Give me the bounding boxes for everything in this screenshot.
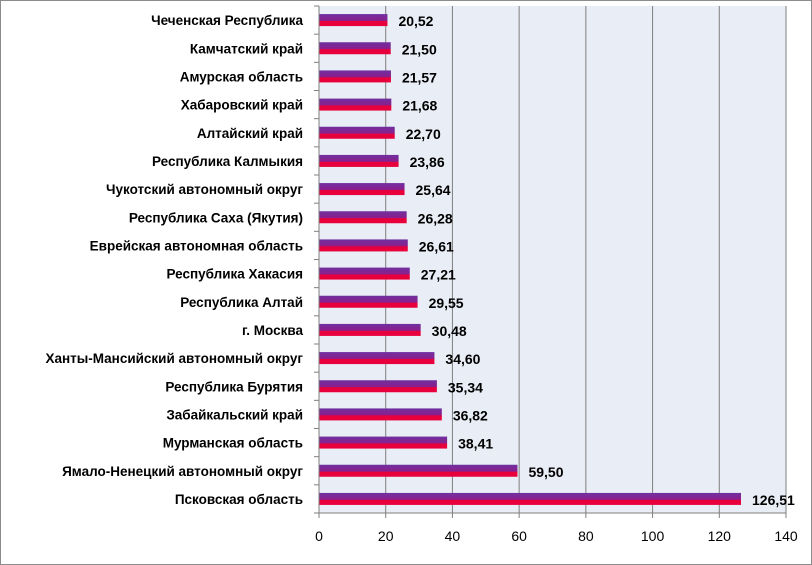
bar: [319, 380, 437, 393]
data-label: 36,82: [453, 407, 488, 423]
x-tick-label: 40: [445, 528, 461, 544]
category-label: Алтайский край: [197, 126, 303, 141]
data-label: 59,50: [528, 464, 563, 480]
bar: [319, 239, 408, 252]
bar: [319, 42, 391, 55]
bar: [319, 14, 388, 27]
data-label: 126,51: [752, 492, 795, 508]
data-label: 23,86: [410, 154, 445, 170]
data-label: 38,41: [458, 436, 493, 452]
data-label: 34,60: [445, 351, 480, 367]
data-label: 30,48: [432, 323, 467, 339]
bars: [319, 14, 742, 505]
bar: [319, 323, 421, 336]
data-label: 35,34: [448, 379, 483, 395]
data-label: 22,70: [406, 126, 441, 142]
x-tick-label: 60: [511, 528, 527, 544]
category-label: Ханты-Мансийский автономный округ: [45, 351, 303, 366]
bar: [319, 464, 518, 477]
category-label: Камчатский край: [190, 41, 303, 56]
plot-area: [319, 6, 786, 513]
bar: [319, 436, 448, 449]
category-label: Чукотский автономный округ: [106, 182, 303, 197]
data-label: 21,50: [402, 41, 437, 57]
x-tick-label: 0: [315, 528, 323, 544]
bar: [319, 70, 391, 83]
category-label: Еврейская автономная область: [90, 238, 303, 253]
category-label: Республика Алтай: [180, 295, 303, 310]
bar: [319, 98, 392, 111]
bar: [319, 352, 435, 365]
x-tick-label: 140: [774, 528, 798, 544]
data-label: 20,52: [398, 13, 433, 29]
bar: [319, 267, 410, 280]
gridlines: [385, 6, 787, 513]
category-label: Забайкальский край: [166, 407, 303, 422]
bar: [319, 183, 405, 196]
category-label: г. Москва: [242, 323, 303, 338]
bar: [319, 126, 395, 139]
bar: [319, 154, 399, 167]
category-label: Амурская область: [180, 69, 303, 84]
bar: [319, 408, 442, 421]
bar: [319, 211, 407, 224]
data-label: 26,28: [418, 210, 453, 226]
x-tick-label: 80: [578, 528, 594, 544]
category-label: Хабаровский край: [181, 98, 303, 113]
bar: [319, 295, 418, 308]
bar: [319, 492, 742, 505]
category-label: Чеченская Республика: [151, 13, 303, 28]
axes: [314, 5, 787, 518]
category-label: Республика Калмыкия: [152, 154, 303, 169]
data-label: 21,68: [402, 98, 437, 114]
data-label: 29,55: [429, 295, 464, 311]
data-label: 25,64: [416, 182, 451, 198]
category-label: Псковская область: [175, 492, 303, 507]
category-label: Республика Бурятия: [165, 379, 303, 394]
category-label: Мурманская область: [163, 436, 303, 451]
x-tick-label: 120: [708, 528, 732, 544]
data-label: 21,57: [402, 69, 437, 85]
category-label: Республика Саха (Якутия): [129, 210, 303, 225]
x-tick-label: 100: [641, 528, 665, 544]
labels: 0 20 40 60 80 100 120 140 Чеченская Республика 20…: [45, 13, 797, 544]
data-label: 27,21: [421, 267, 456, 283]
data-label: 26,61: [419, 238, 454, 254]
x-tick-label: 20: [378, 528, 394, 544]
category-label: Республика Хакасия: [166, 267, 303, 282]
category-label: Ямало-Ненецкий автономный округ: [62, 464, 303, 479]
